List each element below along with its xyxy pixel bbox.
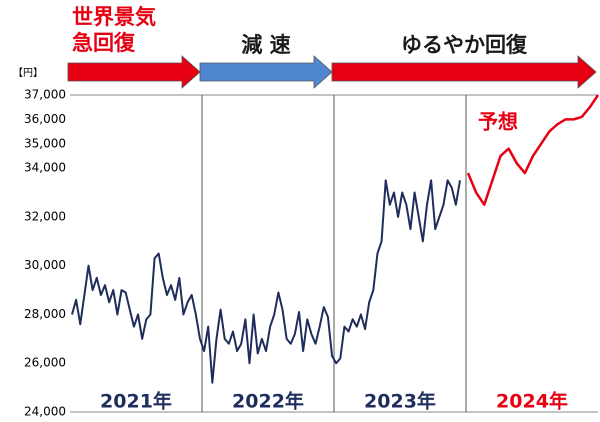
year-label: 2022年 xyxy=(232,390,304,413)
unit-label: 【円】 xyxy=(13,67,43,79)
y-tick-label: 30,000 xyxy=(24,258,66,272)
phase-arrow xyxy=(331,55,597,89)
phase-label: 世界景気 xyxy=(72,5,156,29)
y-tick-label: 36,000 xyxy=(24,112,66,126)
y-tick-label: 26,000 xyxy=(24,356,66,370)
price-line xyxy=(466,94,600,206)
forecast-label: 予想 xyxy=(478,110,518,134)
year-label: 2024年 xyxy=(496,390,568,413)
y-tick-label: 24,000 xyxy=(24,405,66,419)
y-tick-label: 35,000 xyxy=(24,136,66,150)
year-label: 2023年 xyxy=(364,390,436,413)
phase-arrow xyxy=(67,55,201,89)
phase-label: 急回復 xyxy=(72,31,136,55)
y-tick-label: 37,000 xyxy=(24,88,66,102)
phase-arrow xyxy=(199,55,333,89)
year-label: 2021年 xyxy=(100,390,172,413)
phase-label: 減 速 xyxy=(241,33,290,57)
phase-label: ゆるやか回復 xyxy=(401,33,528,57)
y-tick-label: 32,000 xyxy=(24,209,66,223)
y-tick-label: 28,000 xyxy=(24,307,66,321)
y-tick-label: 34,000 xyxy=(24,161,66,175)
price-line xyxy=(71,179,461,384)
